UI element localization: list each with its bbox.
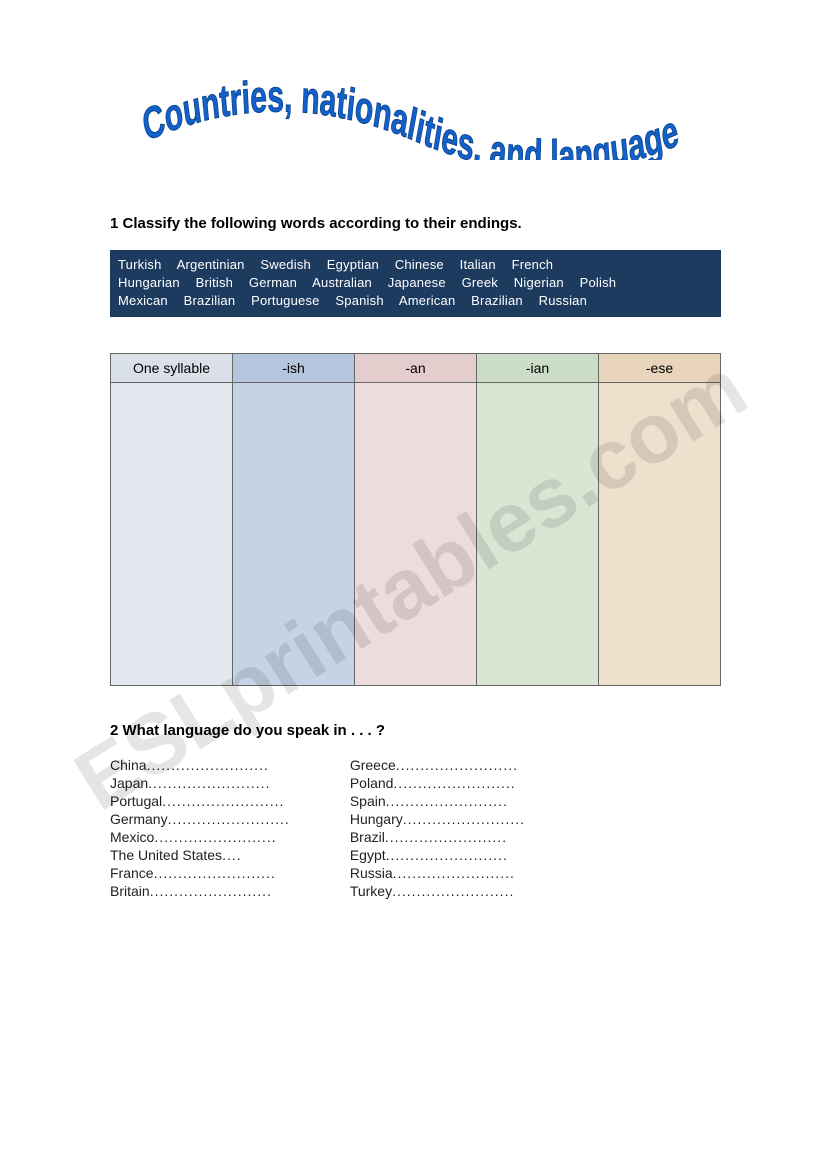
countries-list: China ......................... Japan ..…	[110, 757, 721, 899]
column-header-an: -an	[355, 353, 477, 382]
countries-left-column: China ......................... Japan ..…	[110, 757, 290, 899]
country-row: The United States ....	[110, 847, 290, 863]
country-row: Russia .........................	[350, 865, 525, 881]
column-header-ese: -ese	[599, 353, 721, 382]
column-header-ish: -ish	[233, 353, 355, 382]
country-row: Britain .........................	[110, 883, 290, 899]
country-row: Portugal .........................	[110, 793, 290, 809]
column-cell-ish[interactable]	[233, 382, 355, 685]
wordbox-line: Turkish Argentinian Swedish Egyptian Chi…	[118, 256, 713, 274]
worksheet-page: Countries, nationalities, and languages …	[0, 0, 821, 939]
column-cell-ian[interactable]	[477, 382, 599, 685]
country-row: Japan .........................	[110, 775, 290, 791]
column-cell-one-syllable[interactable]	[111, 382, 233, 685]
countries-right-column: Greece ......................... Poland …	[350, 757, 525, 899]
country-row: Mexico .........................	[110, 829, 290, 845]
column-cell-an[interactable]	[355, 382, 477, 685]
country-row: China .........................	[110, 757, 290, 773]
country-row: Poland .........................	[350, 775, 525, 791]
column-header-ian: -ian	[477, 353, 599, 382]
country-row: Spain .........................	[350, 793, 525, 809]
column-header-one-syllable: One syllable	[111, 353, 233, 382]
column-cell-ese[interactable]	[599, 382, 721, 685]
section2-instruction: 2 What language do you speak in . . . ?	[110, 722, 721, 739]
country-row: Egypt .........................	[350, 847, 525, 863]
svg-text:Countries, nationalities, and: Countries, nationalities, and languages	[136, 80, 682, 160]
country-row: Brazil .........................	[350, 829, 525, 845]
country-row: Hungary .........................	[350, 811, 525, 827]
country-row: France .........................	[110, 865, 290, 881]
classification-table: One syllable -ish -an -ian -ese	[110, 353, 721, 686]
country-row: Greece .........................	[350, 757, 525, 773]
country-row: Germany .........................	[110, 811, 290, 827]
country-row: Turkey .........................	[350, 883, 525, 899]
word-bank: Turkish Argentinian Swedish Egyptian Chi…	[110, 250, 721, 317]
wordbox-line: Hungarian British German Australian Japa…	[118, 274, 713, 292]
title-wordart: Countries, nationalities, and languages	[110, 80, 721, 165]
wordbox-line: Mexican Brazilian Portuguese Spanish Ame…	[118, 292, 713, 310]
section1-instruction: 1 Classify the following words according…	[110, 215, 721, 232]
